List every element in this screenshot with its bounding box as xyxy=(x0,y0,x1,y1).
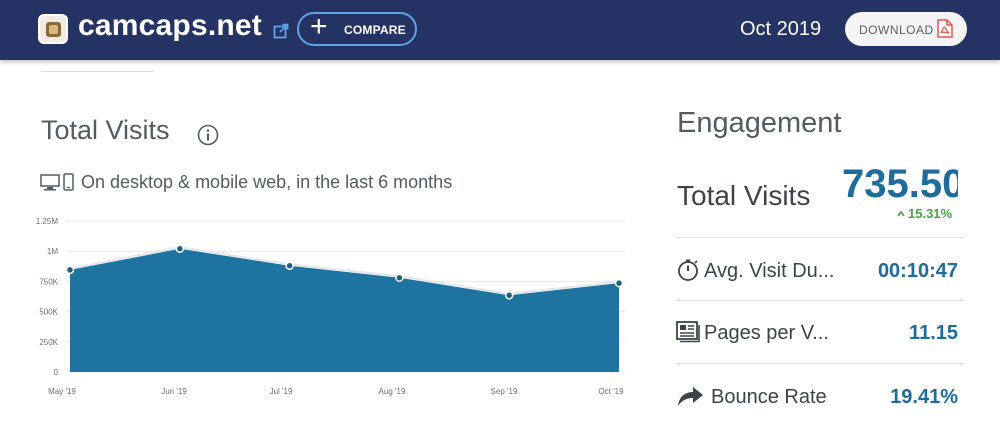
data-point xyxy=(395,273,404,283)
pages-icon xyxy=(676,321,700,343)
x-tick-label: May '19 xyxy=(48,387,76,396)
visits-line xyxy=(69,246,620,295)
data-point xyxy=(504,291,514,300)
download-label: DOWNLOAD xyxy=(859,23,934,37)
plus-icon: + xyxy=(310,10,328,43)
y-tick-label: 1.25M xyxy=(36,217,59,226)
y-tick-label: 1M xyxy=(47,247,58,256)
site-name[interactable]: camcaps.net xyxy=(78,9,262,42)
compare-label: COMPARE xyxy=(344,23,406,37)
metric-label: Avg. Visit Du... xyxy=(704,260,835,282)
visits-area xyxy=(70,248,619,372)
external-link-icon[interactable] xyxy=(273,23,289,39)
data-point xyxy=(614,278,624,288)
metric-row-avg-visit-duration: Avg. Visit Du... 00:10:47 xyxy=(676,237,964,299)
y-tick-label: 750K xyxy=(39,277,58,286)
metric-value: 11.15 xyxy=(909,322,958,344)
total-visits-chart: 0 250K 500K 750K 1M 1.25M May '19 Jun '19 Jul '1… xyxy=(36,217,625,396)
metric-value: 00:10:47 xyxy=(877,260,958,282)
pdf-icon xyxy=(937,19,953,38)
total-visits-change-value: 15.31% xyxy=(908,206,953,221)
x-tick-label: Jul '19 xyxy=(270,387,293,396)
total-visits-subtitle: On desktop & mobile web, in the last 6 m… xyxy=(81,172,453,192)
y-tick-label: 500K xyxy=(39,308,58,317)
x-tick-label: Jun '19 xyxy=(161,387,187,396)
metric-value: 19.41% xyxy=(890,386,958,408)
compare-button[interactable]: + COMPARE xyxy=(297,10,417,46)
top-bar: camcaps.net + COMPARE Oct 2019 DOWNLOAD xyxy=(0,0,1000,60)
engagement-total-visits-label: Total Visits xyxy=(677,180,811,211)
x-tick-label: Aug '19 xyxy=(379,387,406,396)
chevron-up-icon xyxy=(897,210,905,217)
x-tick-label: Sep '19 xyxy=(491,387,518,396)
stopwatch-icon xyxy=(678,259,698,281)
engagement-total-visits-value-wrap: 735.50 xyxy=(842,162,958,210)
site-favicon xyxy=(38,14,68,44)
engagement-title: Engagement xyxy=(677,107,842,139)
info-icon[interactable] xyxy=(197,124,219,146)
metric-label: Bounce Rate xyxy=(711,386,827,408)
metric-row-pages-per-visit: Pages per V... 11.15 xyxy=(676,300,964,362)
metric-label: Pages per V... xyxy=(704,322,829,344)
engagement-total-visits-value: 735.50 xyxy=(842,162,958,206)
data-point xyxy=(175,244,185,254)
download-button[interactable]: DOWNLOAD xyxy=(845,12,967,46)
y-tick-label: 0 xyxy=(54,368,59,377)
metric-row-bounce-rate: Bounce Rate 19.41% xyxy=(676,363,964,424)
y-tick-label: 250K xyxy=(39,338,58,347)
x-tick-label: Oct '19 xyxy=(598,387,624,396)
selected-month: Oct 2019 xyxy=(740,18,822,40)
data-point xyxy=(285,261,294,270)
desktop-mobile-icon xyxy=(40,173,74,191)
section-divider xyxy=(41,71,153,72)
bounce-arrow-icon xyxy=(678,387,703,406)
total-visits-title: Total Visits xyxy=(41,115,170,145)
data-point xyxy=(65,265,75,275)
total-visits-change: 15.31% xyxy=(897,206,952,221)
